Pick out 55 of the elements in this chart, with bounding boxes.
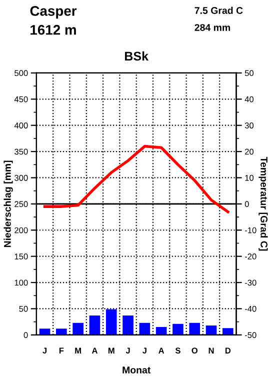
y-tick-label: 250	[14, 201, 28, 208]
text: 284 mm	[194, 24, 230, 31]
bar	[89, 316, 100, 335]
y2-tick-label: 10	[245, 174, 254, 181]
x-tick-label: F	[59, 348, 64, 354]
bar	[122, 316, 134, 335]
bar	[156, 327, 167, 335]
y2-tick-label: -10	[244, 227, 256, 234]
y2-tick-label: -20	[244, 254, 256, 260]
x-tick-label: J	[42, 348, 47, 354]
chart-title: BSk	[125, 51, 149, 61]
y2-tick-label: 30	[244, 122, 254, 128]
bar	[222, 328, 234, 335]
line-series	[43, 144, 230, 214]
x-tick-label: J	[142, 348, 146, 354]
y-tick-label: 350	[14, 148, 28, 155]
x-tick-label: D	[225, 348, 231, 354]
x-tick-label: A	[158, 348, 164, 354]
x-tick-label: S	[175, 348, 180, 354]
x-tick-label: N	[208, 348, 214, 354]
bar	[72, 322, 84, 335]
bar	[56, 328, 67, 335]
y-tick-label: 100	[14, 280, 28, 286]
y2-tick-label: 40	[244, 96, 254, 102]
y-axis-title: Niederschlag [mm]	[4, 160, 13, 248]
y-tick-label: 50	[19, 306, 28, 312]
text: Casper	[30, 6, 77, 19]
bar	[172, 324, 184, 335]
y-tick-label: 450	[14, 96, 28, 102]
y-tick-label: 300	[14, 174, 28, 181]
y-tick-label: 150	[14, 254, 28, 260]
y2-axis-title: Temperatur [Grad C]	[258, 156, 268, 251]
x-axis-title: Monat	[122, 366, 151, 374]
y2-tick-label: 0	[244, 201, 249, 208]
x-tick-label: J	[126, 348, 130, 354]
y2-tick-label: 20	[245, 148, 254, 155]
y-tick-label: 0	[24, 332, 28, 338]
text: 7.5 Grad C	[194, 6, 243, 14]
y2-tick-label: -30	[244, 280, 256, 286]
y2-tick-label: 50	[244, 70, 254, 76]
y2-tick-label: -40	[244, 306, 256, 312]
x-tick-label: M	[75, 348, 81, 354]
bar	[39, 328, 50, 335]
y-tick-label: 400	[14, 122, 28, 128]
x-tick-label: M	[108, 348, 114, 354]
bar	[139, 322, 150, 335]
y-tick-label: 500	[14, 70, 28, 76]
bar	[106, 309, 117, 335]
bar	[189, 322, 200, 335]
y2-tick-label: -50	[244, 332, 256, 338]
y-tick-label: 200	[14, 227, 28, 234]
x-tick-label: O	[192, 348, 198, 354]
x-tick-label: A	[92, 348, 98, 354]
bar	[206, 325, 217, 335]
text: 1612 m	[30, 24, 76, 35]
